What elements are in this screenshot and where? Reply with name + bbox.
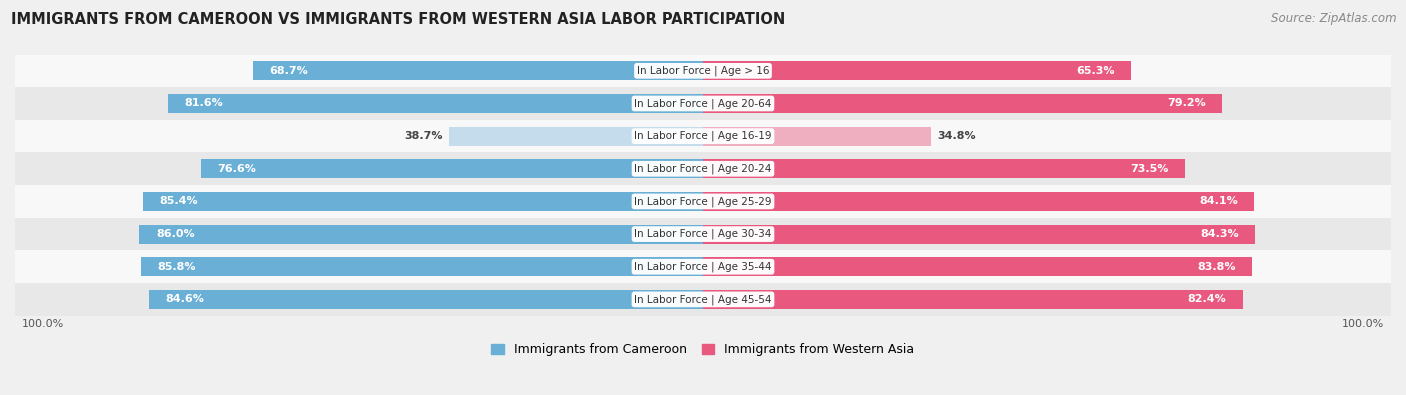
Text: 83.8%: 83.8%: [1197, 262, 1236, 272]
Bar: [139, 225, 703, 244]
Text: 73.5%: 73.5%: [1130, 164, 1168, 174]
Text: In Labor Force | Age > 16: In Labor Force | Age > 16: [637, 66, 769, 76]
Text: In Labor Force | Age 35-44: In Labor Force | Age 35-44: [634, 261, 772, 272]
Bar: [149, 290, 703, 309]
Text: IMMIGRANTS FROM CAMEROON VS IMMIGRANTS FROM WESTERN ASIA LABOR PARTICIPATION: IMMIGRANTS FROM CAMEROON VS IMMIGRANTS F…: [11, 12, 786, 27]
Text: In Labor Force | Age 16-19: In Labor Force | Age 16-19: [634, 131, 772, 141]
Bar: [169, 94, 703, 113]
Text: 84.6%: 84.6%: [165, 294, 204, 305]
Bar: [703, 94, 1222, 113]
Text: Source: ZipAtlas.com: Source: ZipAtlas.com: [1271, 12, 1396, 25]
Bar: [253, 61, 703, 80]
Legend: Immigrants from Cameroon, Immigrants from Western Asia: Immigrants from Cameroon, Immigrants fro…: [492, 344, 914, 356]
Text: In Labor Force | Age 25-29: In Labor Force | Age 25-29: [634, 196, 772, 207]
Bar: [703, 159, 1185, 178]
Text: In Labor Force | Age 45-54: In Labor Force | Age 45-54: [634, 294, 772, 305]
Bar: [143, 192, 703, 211]
Bar: [703, 192, 1254, 211]
Text: 81.6%: 81.6%: [184, 98, 224, 109]
Text: 34.8%: 34.8%: [938, 131, 976, 141]
Text: 84.3%: 84.3%: [1201, 229, 1239, 239]
Text: 68.7%: 68.7%: [269, 66, 308, 76]
Bar: [703, 225, 1256, 244]
Text: 85.8%: 85.8%: [157, 262, 195, 272]
Text: 79.2%: 79.2%: [1167, 98, 1205, 109]
Text: 85.4%: 85.4%: [160, 196, 198, 207]
Text: 38.7%: 38.7%: [405, 131, 443, 141]
Bar: [15, 218, 1391, 250]
Text: 84.1%: 84.1%: [1199, 196, 1237, 207]
Bar: [15, 283, 1391, 316]
Text: 82.4%: 82.4%: [1188, 294, 1226, 305]
Bar: [141, 257, 703, 276]
Bar: [450, 127, 703, 146]
Text: 86.0%: 86.0%: [156, 229, 194, 239]
Text: In Labor Force | Age 30-34: In Labor Force | Age 30-34: [634, 229, 772, 239]
Text: 65.3%: 65.3%: [1076, 66, 1115, 76]
Text: In Labor Force | Age 20-24: In Labor Force | Age 20-24: [634, 164, 772, 174]
Bar: [15, 152, 1391, 185]
Bar: [15, 87, 1391, 120]
Text: 76.6%: 76.6%: [218, 164, 256, 174]
Bar: [703, 257, 1253, 276]
Bar: [15, 120, 1391, 152]
Text: 100.0%: 100.0%: [21, 319, 63, 329]
Bar: [703, 290, 1243, 309]
Text: In Labor Force | Age 20-64: In Labor Force | Age 20-64: [634, 98, 772, 109]
Bar: [703, 127, 931, 146]
Bar: [703, 61, 1130, 80]
Text: 100.0%: 100.0%: [1343, 319, 1385, 329]
Bar: [15, 250, 1391, 283]
Bar: [201, 159, 703, 178]
Bar: [15, 185, 1391, 218]
Bar: [15, 55, 1391, 87]
